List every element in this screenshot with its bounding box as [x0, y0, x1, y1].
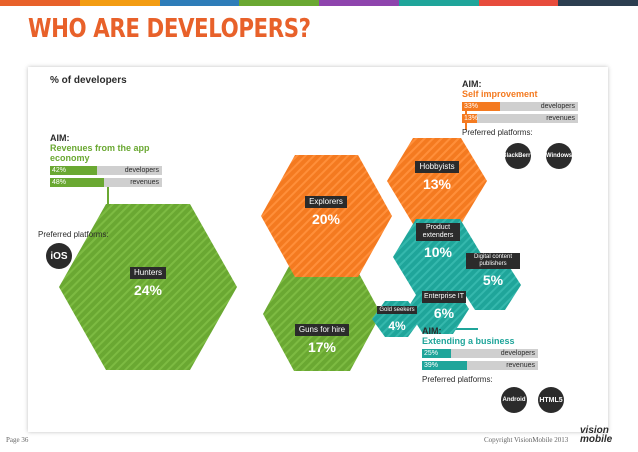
hex-label-digital-content: Digital content publishers 5%	[464, 252, 522, 288]
segment-value: 4%	[388, 319, 406, 333]
aim-heading: AIM:	[462, 79, 482, 89]
segment-value: 5%	[482, 272, 504, 288]
stat-value: 33%	[464, 103, 479, 110]
stat-value: 48%	[52, 179, 67, 186]
android-icon: Android	[501, 387, 527, 413]
top-color-bar	[0, 0, 638, 6]
segment-value: 10%	[423, 244, 453, 260]
topbar-seg	[478, 0, 559, 6]
stat-value: 13%	[464, 115, 479, 122]
stat-bar-fill	[422, 349, 451, 358]
segment-value: 13%	[422, 176, 452, 192]
stat-row: 39% revenues	[422, 361, 538, 370]
page-number: Page 36	[6, 436, 29, 444]
stat-row: 48% revenues	[50, 178, 162, 187]
visionmobile-logo: vision mobile	[580, 425, 613, 445]
stat-bar-fill	[462, 102, 501, 111]
stat-label: revenues	[546, 115, 575, 122]
segment-name: Explorers	[305, 196, 347, 208]
topbar-seg	[239, 0, 319, 6]
stat-label: developers	[540, 103, 575, 110]
html5-icon: HTML5	[538, 387, 564, 413]
stat-bar-fill	[50, 166, 98, 175]
topbar-seg	[159, 0, 240, 6]
aim-block-left: AIM: Revenues from the app economy 42% d…	[50, 133, 162, 187]
stat-row: 33% developers	[462, 102, 578, 111]
aim-heading: AIM:	[50, 133, 70, 143]
stat-value: 42%	[52, 167, 67, 174]
segment-name: Hobbyists	[415, 161, 459, 173]
slide-title: WHO ARE DEVELOPERS?	[28, 14, 311, 44]
hex-hunters	[59, 204, 237, 370]
segment-name: Enterprise IT	[421, 291, 467, 303]
segment-name: Hunters	[129, 267, 166, 279]
infographic-panel: % of developers	[28, 67, 608, 432]
ios-icon: iOS	[46, 243, 72, 269]
platforms-label: Preferred platforms:	[462, 128, 533, 137]
stat-row: 42% developers	[50, 166, 162, 175]
hex-label-explorers: Explorers 20%	[284, 191, 368, 227]
windows-icon: Windows	[546, 143, 572, 169]
hex-label-enterprise-it: Enterprise IT 6%	[418, 285, 470, 321]
segment-value: 20%	[311, 211, 341, 227]
topbar-seg	[79, 0, 160, 6]
platforms-left: Preferred platforms:	[38, 225, 109, 239]
aim-subheading: Revenues from the app economy	[50, 143, 150, 163]
platforms-label: Preferred platforms:	[38, 230, 109, 239]
segment-value: 24%	[133, 282, 163, 298]
hex-digital-content	[459, 260, 521, 310]
stat-bar-fill	[462, 114, 478, 123]
aim-heading: AIM:	[422, 326, 442, 336]
hex-label-hunters: Hunters 24%	[108, 262, 188, 298]
stat-value: 39%	[424, 362, 439, 369]
segment-name: Digital content publishers	[466, 253, 520, 269]
stat-label: revenues	[506, 362, 535, 369]
segment-name: Gold seekers	[377, 306, 417, 314]
hex-explorers	[261, 155, 392, 277]
platforms-label: Preferred platforms:	[422, 375, 493, 384]
copyright-text: Copyright VisionMobile 2013	[484, 436, 569, 444]
aim-block-bottom: AIM: Extending a business 25% developers…	[422, 326, 538, 384]
measure-label: % of developers	[50, 75, 127, 86]
stat-value: 25%	[424, 350, 439, 357]
stat-label: developers	[124, 167, 159, 174]
segment-value: 6%	[433, 305, 455, 321]
segment-name: Guns for hire	[294, 324, 350, 336]
topbar-seg	[398, 0, 479, 6]
aim-block-top: AIM: Self improvement 33% developers 13%…	[462, 79, 578, 137]
segment-value: 17%	[307, 339, 337, 355]
stat-bar-fill	[422, 361, 468, 370]
hex-hobbyists	[387, 138, 487, 224]
aim-subheading: Self improvement	[462, 89, 538, 99]
topbar-seg	[0, 0, 80, 6]
hex-label-hobbyists: Hobbyists 13%	[400, 156, 474, 192]
stat-row: 25% developers	[422, 349, 538, 358]
hex-guns-for-hire	[263, 257, 381, 371]
hex-label-guns-for-hire: Guns for hire 17%	[282, 319, 362, 355]
segment-name: Product extenders	[416, 223, 460, 241]
topbar-seg	[319, 0, 399, 6]
stat-row: 13% revenues	[462, 114, 578, 123]
hex-label-product-extenders: Product extenders 10%	[412, 223, 464, 260]
topbar-seg	[558, 0, 638, 6]
hex-product-extenders	[393, 219, 483, 295]
aim-subheading: Extending a business	[422, 336, 515, 346]
stat-label: developers	[500, 350, 535, 357]
stat-label: revenues	[130, 179, 159, 186]
stat-bar-fill	[50, 178, 104, 187]
blackberry-icon: BlackBerry	[502, 143, 534, 169]
hex-label-gold-seekers: Gold seekers 4%	[373, 298, 421, 334]
